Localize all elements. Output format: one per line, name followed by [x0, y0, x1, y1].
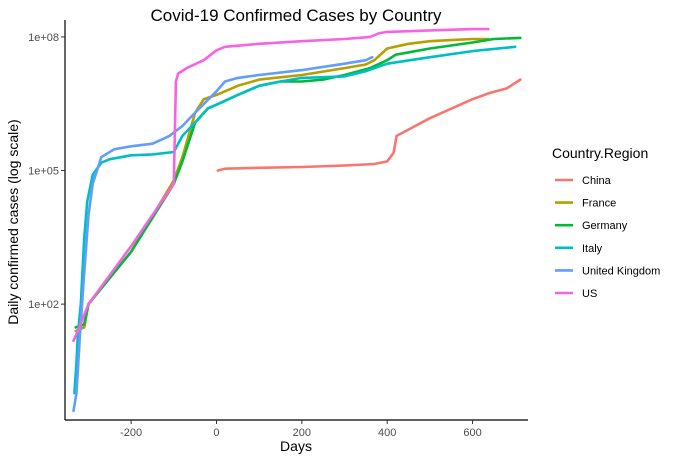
y-tick-label: 1e+05 — [28, 166, 59, 178]
legend-label-china: China — [582, 175, 612, 187]
series-line-italy — [73, 45, 517, 395]
series-line-united-kingdom — [72, 55, 374, 413]
x-tick-label: -200 — [120, 427, 142, 439]
series-group — [72, 27, 522, 413]
legend: Country.Region China France Germany Italy Un… — [552, 145, 660, 300]
x-tick-label: 0 — [213, 427, 219, 439]
series-line-germany — [74, 36, 522, 329]
legend-items: China France Germany Italy United Kingdom US — [555, 175, 660, 300]
y-tick-label: 1e+02 — [28, 299, 59, 311]
x-tick-label: 200 — [293, 427, 311, 439]
x-tick-label: 400 — [378, 427, 396, 439]
y-ticks: 1e+02 1e+05 1e+08 — [28, 32, 65, 311]
plot-area: -200 0 200 400 600 1e+02 1e+05 1e+08 — [28, 20, 528, 439]
x-tick-label: 600 — [463, 427, 481, 439]
legend-label-us: US — [582, 288, 597, 300]
legend-title: Country.Region — [552, 145, 648, 161]
series-line-china — [216, 78, 522, 172]
x-axis-label: Days — [280, 438, 312, 454]
legend-label-germany: Germany — [582, 220, 628, 232]
y-axis-label: Daily confirmed cases (log scale) — [5, 119, 21, 324]
y-tick-label: 1e+08 — [28, 32, 59, 44]
legend-label-italy: Italy — [582, 243, 603, 255]
legend-label-united-kingdom: United Kingdom — [582, 265, 660, 277]
chart-title: Covid-19 Confirmed Cases by Country — [150, 6, 442, 25]
series-line-us — [72, 27, 490, 343]
legend-label-france: France — [582, 198, 616, 210]
x-ticks: -200 0 200 400 600 — [120, 420, 482, 439]
